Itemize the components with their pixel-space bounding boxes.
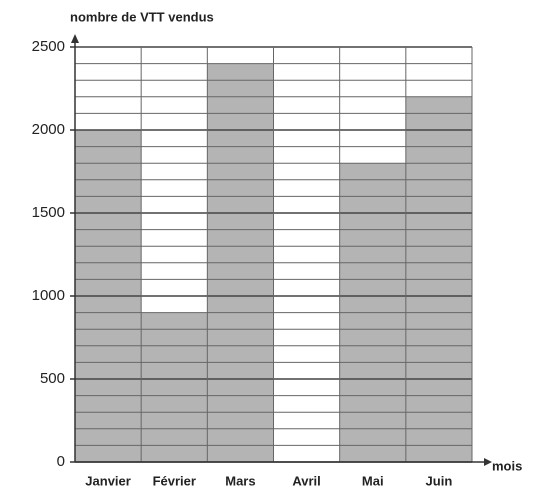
y-tick-label: 500: [40, 370, 65, 387]
y-tick-label: 2500: [32, 38, 65, 55]
x-axis-arrow: [484, 458, 492, 466]
y-axis-label: nombre de VTT vendus: [70, 9, 214, 24]
y-tick-label: 0: [57, 453, 65, 470]
x-tick-label: Janvier: [85, 473, 131, 488]
x-tick-label: Mai: [362, 473, 384, 488]
y-tick-label: 1500: [32, 204, 65, 221]
bar: [141, 312, 208, 462]
x-tick-label: Avril: [292, 473, 320, 488]
y-tick-label: 2000: [32, 121, 65, 138]
x-tick-label: Mars: [225, 473, 255, 488]
x-tick-label: Février: [153, 473, 196, 488]
x-tick-label: Juin: [426, 473, 453, 488]
x-axis-label: mois: [492, 458, 522, 473]
y-tick-label: 1000: [32, 287, 65, 304]
y-axis-arrow: [71, 34, 79, 43]
